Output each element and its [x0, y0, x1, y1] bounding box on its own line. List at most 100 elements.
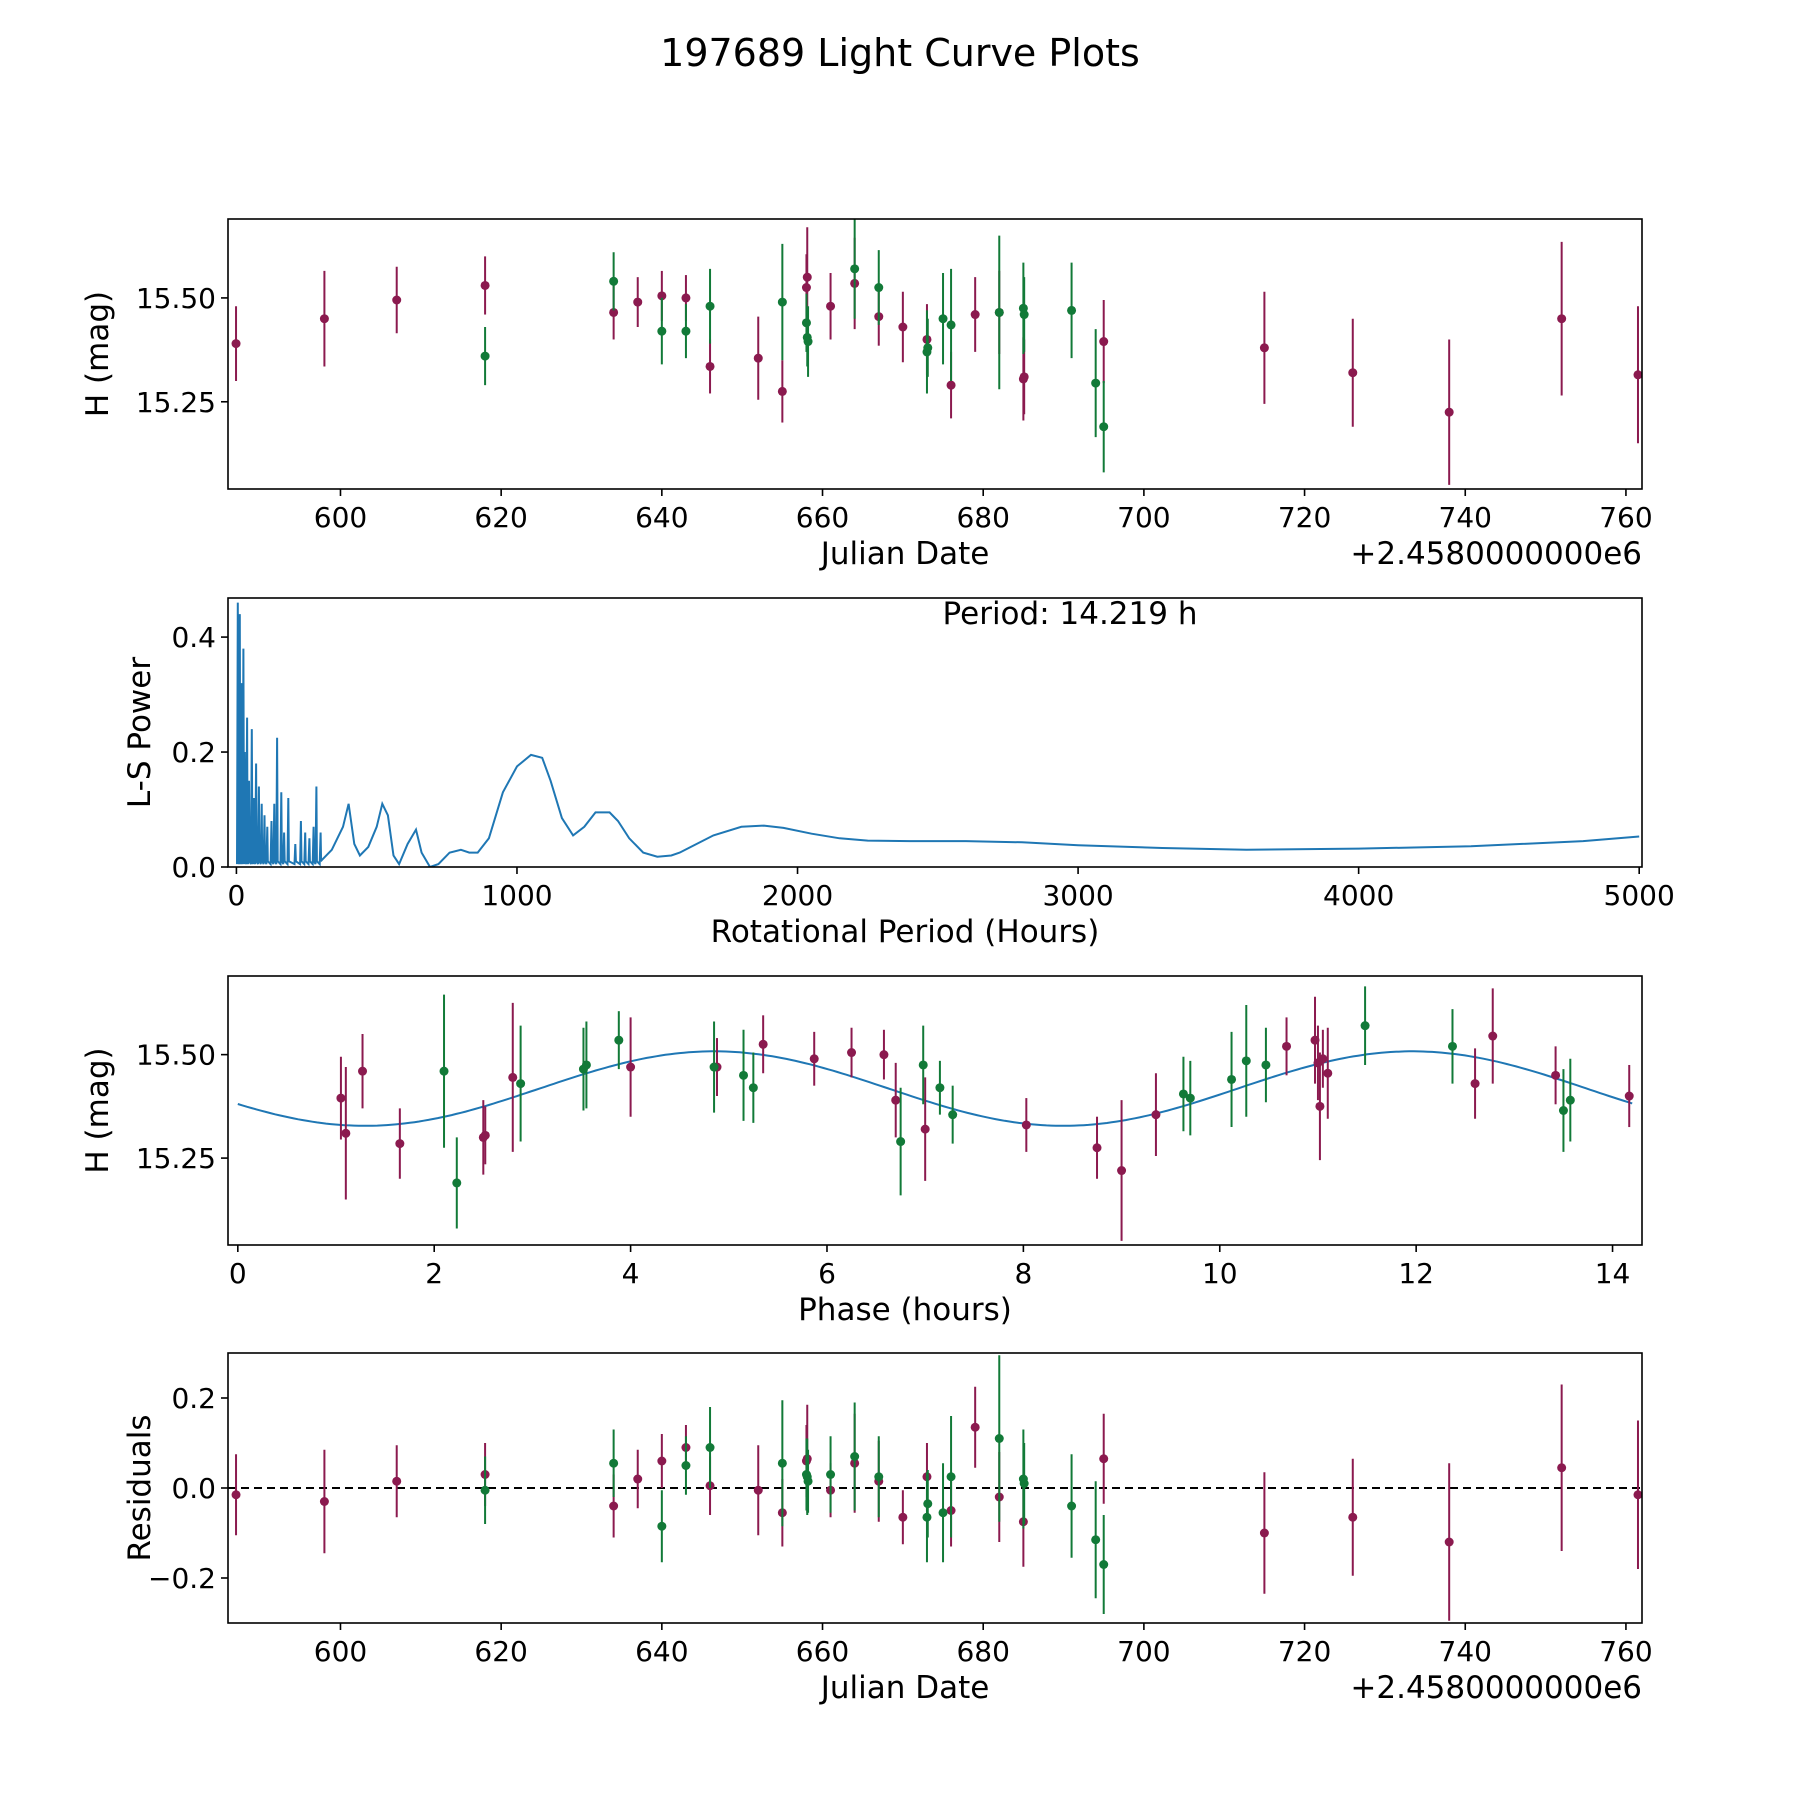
panel-light-curve: 600 620 640 660 680 700 720 740 760 15.25 15.50 Jul…: [80, 218, 1653, 572]
data-point: [874, 1472, 884, 1482]
data-point: [935, 1083, 945, 1093]
data-point: [1444, 1537, 1454, 1547]
data-point: [1624, 1091, 1634, 1101]
x-tick-label: 660: [796, 501, 849, 534]
data-point: [319, 314, 329, 324]
y-axis-label: H (mag): [80, 291, 116, 417]
data-point: [395, 1139, 405, 1149]
data-point: [1178, 1089, 1188, 1099]
data-point: [850, 1452, 860, 1461]
data-point: [609, 1458, 619, 1468]
x-axis-label: Phase (hours): [798, 1292, 1012, 1328]
data-point: [1019, 372, 1029, 382]
data-point: [938, 1508, 948, 1518]
data-point: [1348, 1512, 1358, 1522]
periodogram-noise-spikes: [236, 602, 323, 867]
data-point: [1067, 1501, 1077, 1511]
data-point: [938, 314, 948, 324]
data-point: [480, 1130, 490, 1140]
data-point: [657, 291, 667, 301]
data-point: [826, 301, 836, 311]
y-tick-label: 15.50: [136, 282, 216, 315]
data-point: [847, 1048, 857, 1058]
data-point: [946, 380, 956, 390]
data-point: [609, 276, 619, 286]
data-point: [1488, 1031, 1498, 1041]
data-point: [946, 1472, 956, 1482]
data-point: [1259, 343, 1269, 353]
data-point: [1261, 1060, 1271, 1070]
data-point: [681, 326, 691, 336]
data-point: [994, 1434, 1004, 1443]
data-point: [1557, 314, 1567, 324]
x-tick-label: 600: [314, 1635, 367, 1668]
data-point: [970, 1422, 980, 1432]
data-point: [1117, 1166, 1127, 1176]
data-point: [439, 1066, 449, 1076]
data-point: [803, 1476, 813, 1486]
data-point: [748, 1083, 758, 1093]
data-point: [1565, 1095, 1575, 1105]
data-point: [358, 1066, 368, 1076]
data-point: [609, 1501, 619, 1511]
data-point: [633, 297, 643, 307]
data-point: [609, 307, 619, 317]
data-point: [777, 297, 787, 307]
data-point: [1315, 1101, 1325, 1111]
x-tick-label: 0: [228, 879, 246, 912]
data-point: [681, 1461, 691, 1470]
x-tick-label: 680: [956, 1635, 1009, 1668]
series-green: [439, 986, 1575, 1229]
data-point: [1099, 1454, 1109, 1464]
series-green: [480, 1355, 1109, 1614]
data-point: [508, 1072, 518, 1082]
y-tick-label: 0.4: [171, 621, 216, 654]
data-point: [1470, 1079, 1480, 1089]
data-point: [336, 1093, 346, 1103]
x-tick-label: 640: [635, 501, 688, 534]
series-green: [480, 219, 1109, 473]
x-tick-label: 720: [1278, 501, 1331, 534]
x-offset-label: +2.4580000000e6: [1350, 536, 1642, 572]
x-tick-label: 600: [314, 501, 367, 534]
data-point: [1151, 1110, 1161, 1120]
periodogram-curve: [319, 753, 1640, 867]
series-red: [336, 988, 1634, 1241]
data-point: [739, 1070, 749, 1080]
data-point: [898, 1512, 908, 1522]
y-tick-label: 0.2: [171, 1382, 216, 1415]
x-tick-label: 760: [1599, 501, 1652, 534]
data-point: [1021, 1120, 1031, 1130]
data-point: [898, 322, 908, 332]
y-tick-label: 15.50: [136, 1039, 216, 1072]
x-tick-label: 760: [1599, 1635, 1652, 1668]
data-point: [1318, 1054, 1328, 1064]
x-axis-label: Julian Date: [819, 536, 990, 572]
data-point: [1360, 1021, 1370, 1031]
x-tick-label: 680: [956, 501, 1009, 534]
data-point: [392, 1476, 402, 1486]
x-tick-label: 620: [474, 501, 527, 534]
x-offset-label: +2.4580000000e6: [1350, 1670, 1642, 1706]
data-point: [777, 386, 787, 396]
data-point: [758, 1039, 768, 1049]
y-axis-label: L-S Power: [122, 657, 158, 808]
data-point: [1019, 1479, 1029, 1488]
data-point: [452, 1178, 462, 1188]
model-fit-curve: [237, 1050, 1633, 1127]
x-tick-label: 700: [1117, 1635, 1170, 1668]
data-point: [657, 326, 667, 336]
x-tick-label: 740: [1439, 501, 1492, 534]
data-point: [970, 310, 980, 320]
data-point: [231, 339, 241, 349]
data-point: [705, 1443, 715, 1452]
data-point: [994, 307, 1004, 317]
data-point: [480, 351, 490, 361]
data-point: [1348, 368, 1358, 378]
data-point: [802, 272, 812, 282]
panel-phase-folded: 0 2 4 6 8 10 12 14 15.25 15.50 Phase (hours) H (mag…: [80, 975, 1643, 1328]
data-point: [1099, 337, 1109, 347]
x-tick-label: 3000: [1042, 879, 1113, 912]
data-point: [1259, 1528, 1269, 1538]
